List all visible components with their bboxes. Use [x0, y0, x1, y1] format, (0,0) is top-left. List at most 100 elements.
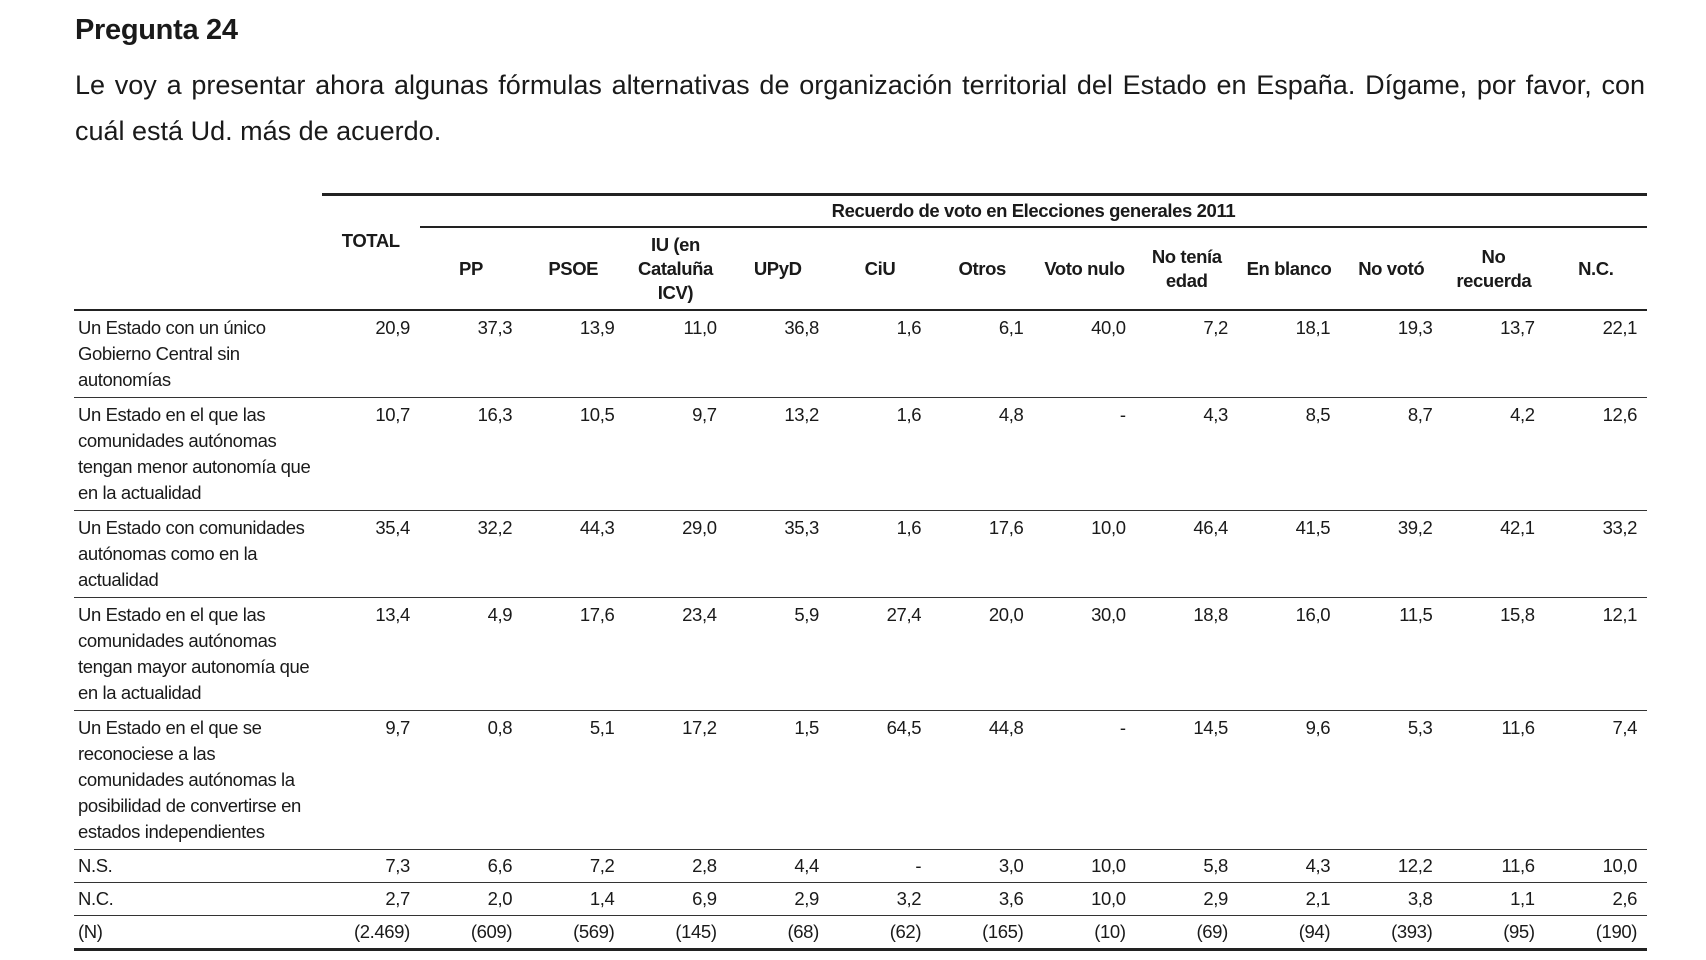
column-header: TOTAL — [321, 227, 420, 311]
cell-value: 22,1 — [1544, 310, 1647, 398]
cell-value: 27,4 — [828, 597, 932, 711]
question-text: Le voy a presentar ahora algunas fórmula… — [75, 70, 1645, 146]
table-row: Un Estado en el que se reconociese a las… — [74, 710, 1647, 850]
cell-value: 36,8 — [726, 310, 829, 398]
cell-value: 7,4 — [1544, 710, 1647, 850]
cell-value: 5,9 — [726, 597, 829, 711]
cell-value: 7,2 — [1135, 310, 1238, 398]
cell-value: 7,3 — [321, 849, 420, 883]
cell-value: 6,6 — [419, 849, 523, 883]
cell-value: 40,0 — [1033, 310, 1136, 398]
cell-value: 11,5 — [1340, 597, 1443, 711]
cell-value: 1,6 — [828, 397, 932, 511]
cell-value: 13,7 — [1442, 310, 1545, 398]
table-row: Un Estado con un único Gobierno Central … — [74, 310, 1647, 398]
cell-value: 5,8 — [1135, 849, 1238, 883]
cell-value: (10) — [1033, 915, 1136, 951]
row-label: N.S. — [74, 849, 322, 883]
cell-value: 3,0 — [931, 849, 1034, 883]
column-header-row: TOTAL PP PSOE IU (en Cataluña ICV) UPyD … — [74, 227, 1647, 311]
cell-value: - — [1033, 710, 1136, 850]
cell-value: 8,5 — [1237, 397, 1341, 511]
cell-value: (95) — [1442, 915, 1545, 951]
cell-value: (68) — [726, 915, 829, 951]
cell-value: 37,3 — [419, 310, 523, 398]
cell-value: 18,8 — [1135, 597, 1238, 711]
cell-value: (190) — [1544, 915, 1647, 951]
cell-value: 16,3 — [419, 397, 523, 511]
cell-value: 5,1 — [522, 710, 625, 850]
cell-value: 4,3 — [1237, 849, 1341, 883]
cell-value: 11,0 — [624, 310, 727, 398]
cell-value: 13,9 — [522, 310, 625, 398]
cell-value: 12,1 — [1544, 597, 1647, 711]
cell-value: 1,6 — [828, 310, 932, 398]
row-label: (N) — [74, 915, 322, 951]
cell-value: 10,0 — [1033, 510, 1136, 598]
cell-value: 32,2 — [419, 510, 523, 598]
group-header-row: Recuerdo de voto en Elecciones generales… — [74, 193, 1647, 228]
row-label: Un Estado con comunidades autónomas como… — [74, 510, 322, 598]
column-header: No recuerda — [1442, 227, 1545, 311]
vote-recall-group-header: Recuerdo de voto en Elecciones generales… — [419, 193, 1647, 228]
row-label: Un Estado en el que las comunidades autó… — [74, 597, 322, 711]
column-header: UPyD — [726, 227, 829, 311]
cell-value: 23,4 — [624, 597, 727, 711]
row-label: N.C. — [74, 882, 322, 916]
table-row: N.C. 2,7 2,0 1,4 6,9 2,9 3,2 3,6 10,0 2,9 2,1 3,8 1,… — [74, 882, 1647, 916]
cell-value: 4,2 — [1442, 397, 1545, 511]
cell-value: 6,1 — [931, 310, 1034, 398]
cell-value: (145) — [624, 915, 727, 951]
cell-value: (2.469) — [321, 915, 420, 951]
cell-value: 2,9 — [1135, 882, 1238, 916]
cell-value: (393) — [1340, 915, 1443, 951]
cell-value: 15,8 — [1442, 597, 1545, 711]
cell-value: (569) — [522, 915, 625, 951]
table-row: Un Estado en el que las comunidades autó… — [74, 597, 1647, 711]
column-header: IU (en Cataluña ICV) — [624, 227, 727, 311]
cell-value: 1,1 — [1442, 882, 1545, 916]
sample-size-row: (N) (2.469) (609) (569) (145) (68) (62) (165) (1… — [74, 915, 1647, 951]
column-header: PP — [419, 227, 523, 311]
cell-value: - — [1033, 397, 1136, 511]
cell-value: 44,3 — [522, 510, 625, 598]
cell-value: 42,1 — [1442, 510, 1545, 598]
cell-value: 7,2 — [522, 849, 625, 883]
cell-value: 33,2 — [1544, 510, 1647, 598]
cell-value: 46,4 — [1135, 510, 1238, 598]
cell-value: 12,2 — [1340, 849, 1443, 883]
cell-value: 8,7 — [1340, 397, 1443, 511]
column-header: PSOE — [522, 227, 625, 311]
cell-value: 4,4 — [726, 849, 829, 883]
column-header: CiU — [828, 227, 932, 311]
cell-value: 64,5 — [828, 710, 932, 850]
table-row: Un Estado con comunidades autónomas como… — [74, 510, 1647, 598]
cell-value: 9,7 — [321, 710, 420, 850]
cell-value: (165) — [931, 915, 1034, 951]
cell-value: 9,7 — [624, 397, 727, 511]
cell-value: 39,2 — [1340, 510, 1443, 598]
column-header: Voto nulo — [1033, 227, 1136, 311]
results-table: Recuerdo de voto en Elecciones generales… — [74, 193, 1647, 951]
cell-value: 11,6 — [1442, 710, 1545, 850]
cell-value: 10,0 — [1033, 882, 1136, 916]
cell-value: 30,0 — [1033, 597, 1136, 711]
column-header: No votó — [1340, 227, 1443, 311]
cell-value: 20,0 — [931, 597, 1034, 711]
table-row: N.S. 7,3 6,6 7,2 2,8 4,4-3,0 10,0 5,8 4,3 12,2 11,… — [74, 849, 1647, 883]
cell-value: 1,4 — [522, 882, 625, 916]
cell-value: 17,6 — [522, 597, 625, 711]
question-number: Pregunta 24 — [75, 14, 238, 46]
cell-value: (62) — [828, 915, 932, 951]
row-label: Un Estado con un único Gobierno Central … — [74, 310, 322, 398]
cell-value: 10,0 — [1544, 849, 1647, 883]
cell-value: 2,9 — [726, 882, 829, 916]
cell-value: 10,0 — [1033, 849, 1136, 883]
cell-value: 17,2 — [624, 710, 727, 850]
cell-value: 18,1 — [1237, 310, 1341, 398]
table-row: Un Estado en el que las comunidades autó… — [74, 397, 1647, 511]
header-blank — [74, 195, 322, 228]
cell-value: 16,0 — [1237, 597, 1341, 711]
cell-value: 13,4 — [321, 597, 420, 711]
cell-value: 3,6 — [931, 882, 1034, 916]
